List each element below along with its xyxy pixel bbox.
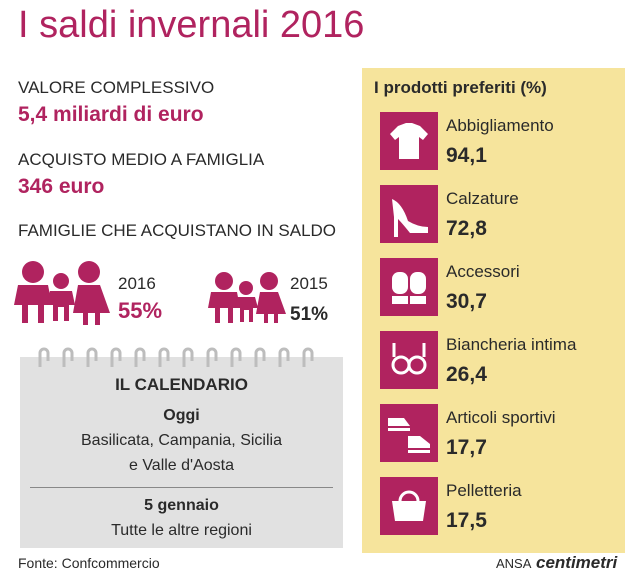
product-name: Accessori — [446, 262, 520, 281]
calendar: IL CALENDARIO Oggi Basilicata, Campania,… — [20, 347, 343, 548]
brand: centimetri — [536, 553, 618, 572]
product-value: 26,4 — [446, 363, 487, 386]
product-name: Calzature — [446, 189, 519, 208]
icon — [380, 331, 438, 389]
calendar-text: Tutte le altre regioni — [111, 522, 252, 539]
calendar-title: IL CALENDARIO — [115, 375, 248, 394]
icon — [380, 404, 438, 462]
families-label: FAMIGLIE CHE ACQUISTANO IN SALDO — [18, 221, 337, 240]
stat-value: 346 euro — [18, 175, 105, 198]
product-value: 30,7 — [446, 290, 487, 313]
icon — [380, 477, 438, 535]
year: 2015 — [290, 274, 328, 293]
calendar-text: e Valle d'Aosta — [128, 457, 235, 474]
product-value: 17,5 — [446, 509, 487, 532]
agency: ANSA — [496, 556, 532, 571]
product-name: Pelletteria — [446, 481, 522, 500]
share: 51% — [290, 304, 329, 325]
share: 55% — [118, 298, 163, 323]
product-name: Biancheria intima — [446, 335, 577, 354]
year: 2016 — [118, 274, 156, 293]
icon — [380, 185, 438, 243]
calendar-text: Basilicata, Campania, Sicilia — [81, 432, 282, 449]
separator — [30, 487, 333, 488]
product-value: 72,8 — [446, 217, 487, 240]
calendar-rings — [38, 347, 314, 367]
people-icons — [14, 261, 286, 325]
product-name: Articoli sportivi — [446, 408, 556, 427]
source: Fonte: Confcommercio — [18, 555, 160, 571]
stat-value: 5,4 miliardi di euro — [18, 103, 204, 126]
products-panel: I prodotti preferiti (%) Abbigliamento 9… — [362, 68, 625, 553]
products-title: I prodotti preferiti (%) — [374, 78, 547, 97]
product-name: Abbigliamento — [446, 116, 554, 135]
icon — [380, 112, 438, 170]
title: I saldi invernali 2016 — [18, 4, 365, 46]
stat-label: ACQUISTO MEDIO A FAMIGLIA — [18, 150, 265, 169]
calendar-date: 5 gennaio — [144, 497, 219, 514]
calendar-date: Oggi — [163, 407, 200, 424]
product-value: 17,7 — [446, 436, 487, 459]
product-value: 94,1 — [446, 144, 487, 167]
icon — [380, 258, 438, 316]
stat-label: VALORE COMPLESSIVO — [18, 78, 215, 97]
